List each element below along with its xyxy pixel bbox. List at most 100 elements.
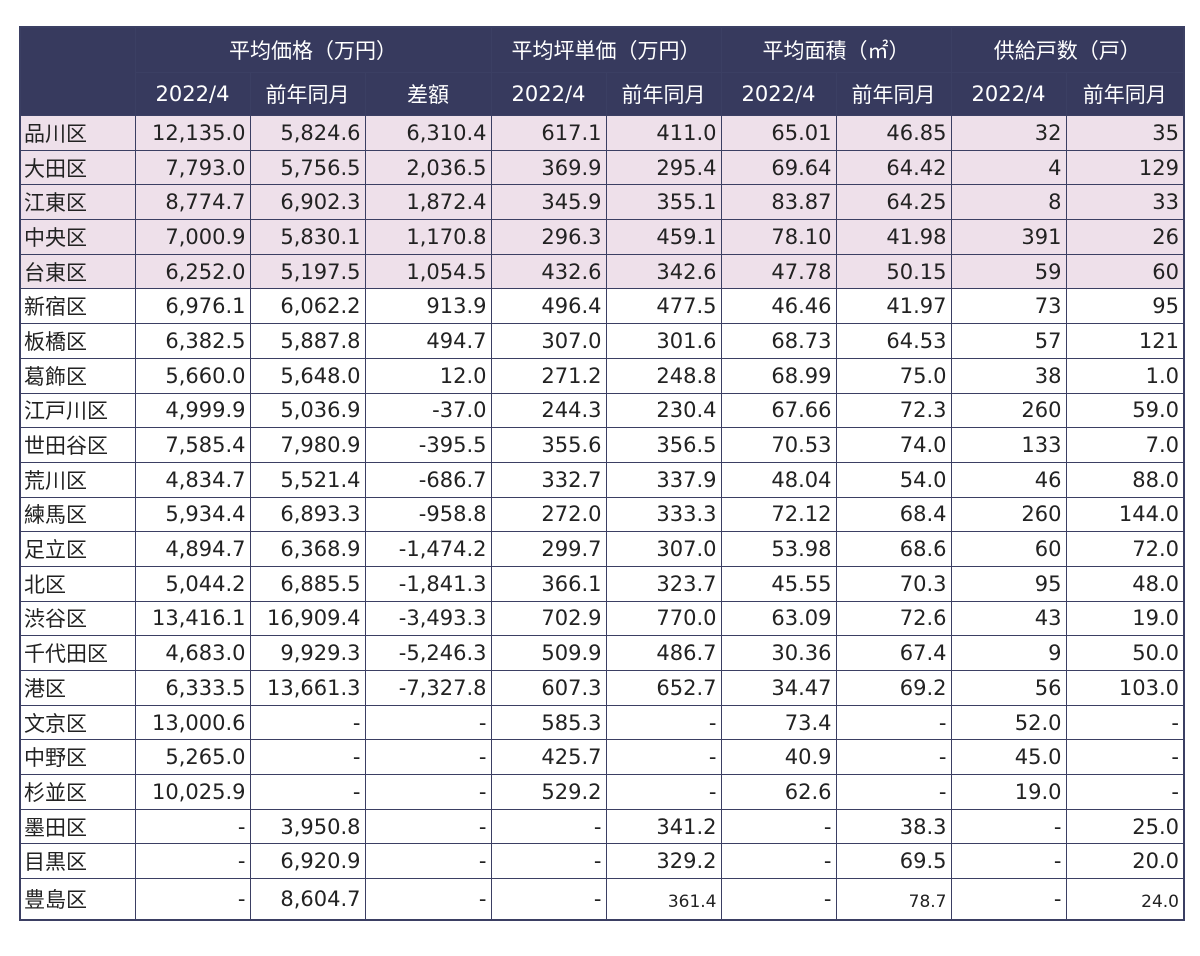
tsubo-current-cell: 509.9	[490, 635, 607, 671]
ward-name-cell: 葛飾区	[19, 357, 136, 394]
area-current-cell: 78.10	[720, 219, 837, 255]
price-diff-cell: -37.0	[364, 392, 492, 429]
tsubo-prev-year-cell: 341.2	[605, 808, 722, 845]
table-row: 文京区 13,000.6- -585.3-73.4-52.0-	[19, 704, 1185, 741]
ward-name-cell: 豊島区	[19, 878, 136, 921]
area-prev-year-cell: 69.5	[835, 843, 952, 880]
area-prev-year-cell: 54.0	[835, 461, 952, 498]
table-body: 品川区 12,135.0 5,824.6 6,310.4 617.1 411.0 65.01…	[19, 115, 1185, 921]
units-current-cell: 133	[950, 427, 1067, 463]
units-prev-year-cell: 19.0	[1065, 600, 1185, 637]
area-prev-year-cell: 46.85	[835, 115, 952, 151]
area-prev-year-cell: 64.25	[835, 184, 952, 221]
area-prev-year-cell: 41.97	[835, 288, 952, 325]
ward-name-cell: 江東区	[19, 184, 136, 221]
tsubo-prev-year-cell: 652.7	[605, 670, 722, 706]
area-prev-year-cell: 70.3	[835, 565, 952, 602]
price-diff-cell: -3,493.3	[364, 600, 492, 637]
area-prev-year-cell: -	[835, 739, 952, 776]
area-prev-year-cell: 41.98	[835, 219, 952, 255]
price-current-cell: 8,774.7	[134, 184, 251, 221]
table-row: 江東区 8,774.7 6,902.3 1,872.4 345.9 355.1 83.87 6…	[19, 184, 1185, 221]
tsubo-current-cell: 307.0	[490, 323, 607, 359]
tsubo-current-cell: 617.1	[490, 115, 607, 151]
units-prev-year-cell: 95	[1065, 288, 1185, 325]
table-row: 渋谷区 13,416.1 16,909.4 -3,493.3 702.9 770.0 63.…	[19, 600, 1185, 637]
tsubo-prev-year-cell: 770.0	[605, 600, 722, 637]
area-prev-year-cell: 74.0	[835, 427, 952, 463]
price-current-cell: 5,044.2	[134, 565, 251, 602]
price-current-cell: 12,135.0	[134, 115, 251, 151]
subheader-area-prev-year: 前年同月	[835, 72, 952, 116]
table-row: 目黒区 -6,920.9- -329.2-69.5-20.0	[19, 843, 1185, 880]
area-current-cell: 63.09	[720, 600, 837, 637]
units-current-cell: -	[950, 843, 1067, 880]
subheader-price-prev-year: 前年同月	[249, 72, 366, 116]
tsubo-prev-year-cell: 301.6	[605, 323, 722, 359]
table-row: 新宿区 6,976.1 6,062.2 913.9 496.4 477.5 46.46 41.…	[19, 288, 1185, 325]
area-prev-year-cell: 64.53	[835, 323, 952, 359]
area-prev-year-cell: 68.6	[835, 531, 952, 567]
subheader-price-diff: 差額	[364, 72, 492, 116]
units-prev-year-cell: 88.0	[1065, 461, 1185, 498]
price-current-cell: 13,000.6	[134, 704, 251, 741]
units-prev-year-cell: 59.0	[1065, 392, 1185, 429]
ward-name-cell: 江戸川区	[19, 392, 136, 429]
price-prev-year-cell: 3,950.8	[249, 808, 366, 845]
ward-name-cell: 中野区	[19, 739, 136, 776]
ward-name-cell: 世田谷区	[19, 427, 136, 463]
units-prev-year-cell: 72.0	[1065, 531, 1185, 567]
tsubo-current-cell: 496.4	[490, 288, 607, 325]
tsubo-current-cell: 529.2	[490, 774, 607, 810]
price-diff-cell: 1,872.4	[364, 184, 492, 221]
ward-name-cell: 品川区	[19, 115, 136, 151]
tsubo-prev-year-cell: 333.3	[605, 496, 722, 533]
tsubo-prev-year-cell: 230.4	[605, 392, 722, 429]
price-current-cell: 4,683.0	[134, 635, 251, 671]
area-prev-year-cell: 72.3	[835, 392, 952, 429]
ward-name-cell: 大田区	[19, 149, 136, 186]
area-current-cell: 68.99	[720, 357, 837, 394]
subheader-price-current: 2022/4	[134, 72, 251, 116]
table-row: 江戸川区 4,999.9 5,036.9 -37.0 244.3 230.4 67.66 72…	[19, 392, 1185, 429]
tsubo-prev-year-cell: 307.0	[605, 531, 722, 567]
header-supply-units: 供給戸数（戸）	[950, 26, 1185, 73]
area-prev-year-cell: 69.2	[835, 670, 952, 706]
header-avg-price: 平均価格（万円）	[134, 26, 492, 73]
price-prev-year-cell: 5,824.6	[249, 115, 366, 151]
units-current-cell: 43	[950, 600, 1067, 637]
units-prev-year-cell: 129	[1065, 149, 1185, 186]
tsubo-current-cell: 296.3	[490, 219, 607, 255]
tsubo-current-cell: 702.9	[490, 600, 607, 637]
tsubo-prev-year-cell: 477.5	[605, 288, 722, 325]
price-current-cell: 13,416.1	[134, 600, 251, 637]
price-diff-cell: -395.5	[364, 427, 492, 463]
units-current-cell: -	[950, 808, 1067, 845]
price-current-cell: 7,585.4	[134, 427, 251, 463]
subheader-area-current: 2022/4	[720, 72, 837, 116]
area-current-cell: 30.36	[720, 635, 837, 671]
price-current-cell: 6,333.5	[134, 670, 251, 706]
ward-name-cell: 中央区	[19, 219, 136, 255]
area-current-cell: 46.46	[720, 288, 837, 325]
tsubo-current-cell: 607.3	[490, 670, 607, 706]
price-diff-cell: 12.0	[364, 357, 492, 394]
price-diff-cell: 1,170.8	[364, 219, 492, 255]
ward-name-cell: 台東区	[19, 253, 136, 290]
area-prev-year-cell: -	[835, 774, 952, 810]
units-current-cell: 57	[950, 323, 1067, 359]
area-current-cell: -	[720, 808, 837, 845]
tsubo-current-cell: -	[490, 808, 607, 845]
units-current-cell: 260	[950, 392, 1067, 429]
price-diff-cell: -	[364, 774, 492, 810]
price-prev-year-cell: 8,604.7	[249, 878, 366, 921]
units-prev-year-cell: 48.0	[1065, 565, 1185, 602]
tsubo-current-cell: 369.9	[490, 149, 607, 186]
area-current-cell: -	[720, 843, 837, 880]
area-current-cell: 83.87	[720, 184, 837, 221]
price-current-cell: 6,976.1	[134, 288, 251, 325]
table-row: 港区 6,333.5 13,661.3 -7,327.8 607.3 652.7 34.47…	[19, 670, 1185, 706]
price-prev-year-cell: 5,756.5	[249, 149, 366, 186]
price-diff-cell: -	[364, 843, 492, 880]
subheader-units-current: 2022/4	[950, 72, 1067, 116]
